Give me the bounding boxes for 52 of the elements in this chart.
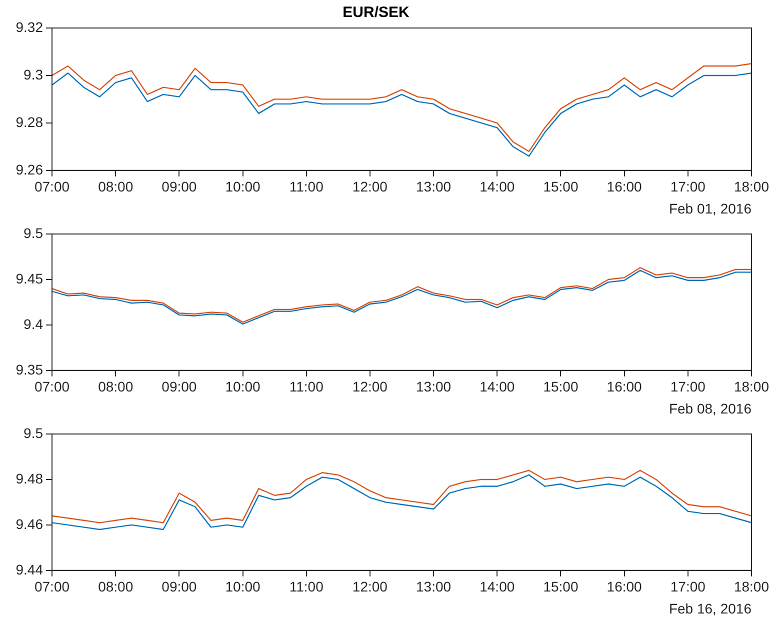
y-tick-label: 9.28 bbox=[16, 114, 44, 130]
x-tick-label: 15:00 bbox=[543, 178, 578, 195]
x-tick-label: 09:00 bbox=[162, 378, 197, 395]
x-tick-label: 14:00 bbox=[480, 578, 515, 595]
x-tick-label: 08:00 bbox=[98, 178, 134, 195]
x-tick-label: 18:00 bbox=[734, 378, 770, 395]
x-tick-label: 18:00 bbox=[734, 578, 770, 595]
x-tick-label: 09:00 bbox=[162, 178, 197, 195]
x-tick-label: 08:00 bbox=[98, 578, 134, 595]
x-tick-label: 16:00 bbox=[606, 378, 642, 395]
x-tick-label: 16:00 bbox=[606, 178, 642, 195]
x-tick-label: 17:00 bbox=[670, 578, 706, 595]
x-tick-label: 15:00 bbox=[543, 578, 578, 595]
x-tick-label: 07:00 bbox=[34, 378, 70, 395]
x-tick-label: 14:00 bbox=[480, 178, 515, 195]
x-tick-label: 11:00 bbox=[289, 178, 324, 195]
x-tick-label: 13:00 bbox=[416, 578, 452, 595]
x-tick-label: 12:00 bbox=[352, 378, 388, 395]
y-tick-label: 9.26 bbox=[16, 161, 44, 178]
x-tick-label: 12:00 bbox=[352, 178, 388, 195]
x-tick-label: 12:00 bbox=[352, 578, 388, 595]
chart-title: EUR/SEK bbox=[342, 4, 410, 22]
x-tick-label: 18:00 bbox=[734, 178, 770, 195]
x-tick-label: 08:00 bbox=[98, 378, 134, 395]
y-tick-label: 9.32 bbox=[16, 18, 44, 35]
x-tick-label: 10:00 bbox=[225, 178, 260, 195]
x-tick-label: 13:00 bbox=[416, 378, 452, 395]
x-axis-title: Feb 08, 2016 bbox=[668, 400, 752, 416]
x-tick-label: 10:00 bbox=[225, 378, 260, 395]
y-tick-label: 9.48 bbox=[16, 470, 44, 486]
x-axis-title: Feb 16, 2016 bbox=[668, 600, 752, 616]
y-tick-label: 9.45 bbox=[16, 270, 44, 286]
x-tick-label: 16:00 bbox=[606, 578, 642, 595]
x-tick-label: 07:00 bbox=[34, 578, 70, 595]
y-tick-label: 9.5 bbox=[24, 424, 44, 441]
y-tick-label: 9.5 bbox=[24, 224, 44, 241]
x-tick-label: 17:00 bbox=[670, 178, 706, 195]
x-tick-label: 13:00 bbox=[416, 178, 452, 195]
x-tick-label: 09:00 bbox=[162, 578, 197, 595]
y-tick-label: 9.35 bbox=[16, 361, 44, 378]
y-tick-label: 9.3 bbox=[24, 66, 44, 82]
x-tick-label: 17:00 bbox=[670, 378, 706, 395]
x-tick-label: 11:00 bbox=[289, 378, 324, 395]
y-tick-label: 9.4 bbox=[24, 316, 44, 332]
y-tick-label: 9.44 bbox=[16, 561, 44, 578]
x-tick-label: 14:00 bbox=[480, 378, 515, 395]
x-tick-label: 07:00 bbox=[34, 178, 70, 195]
x-axis-title: Feb 01, 2016 bbox=[668, 200, 752, 216]
x-tick-label: 10:00 bbox=[225, 578, 260, 595]
x-tick-label: 11:00 bbox=[289, 578, 324, 595]
y-tick-label: 9.46 bbox=[16, 516, 44, 532]
x-tick-label: 15:00 bbox=[543, 378, 578, 395]
